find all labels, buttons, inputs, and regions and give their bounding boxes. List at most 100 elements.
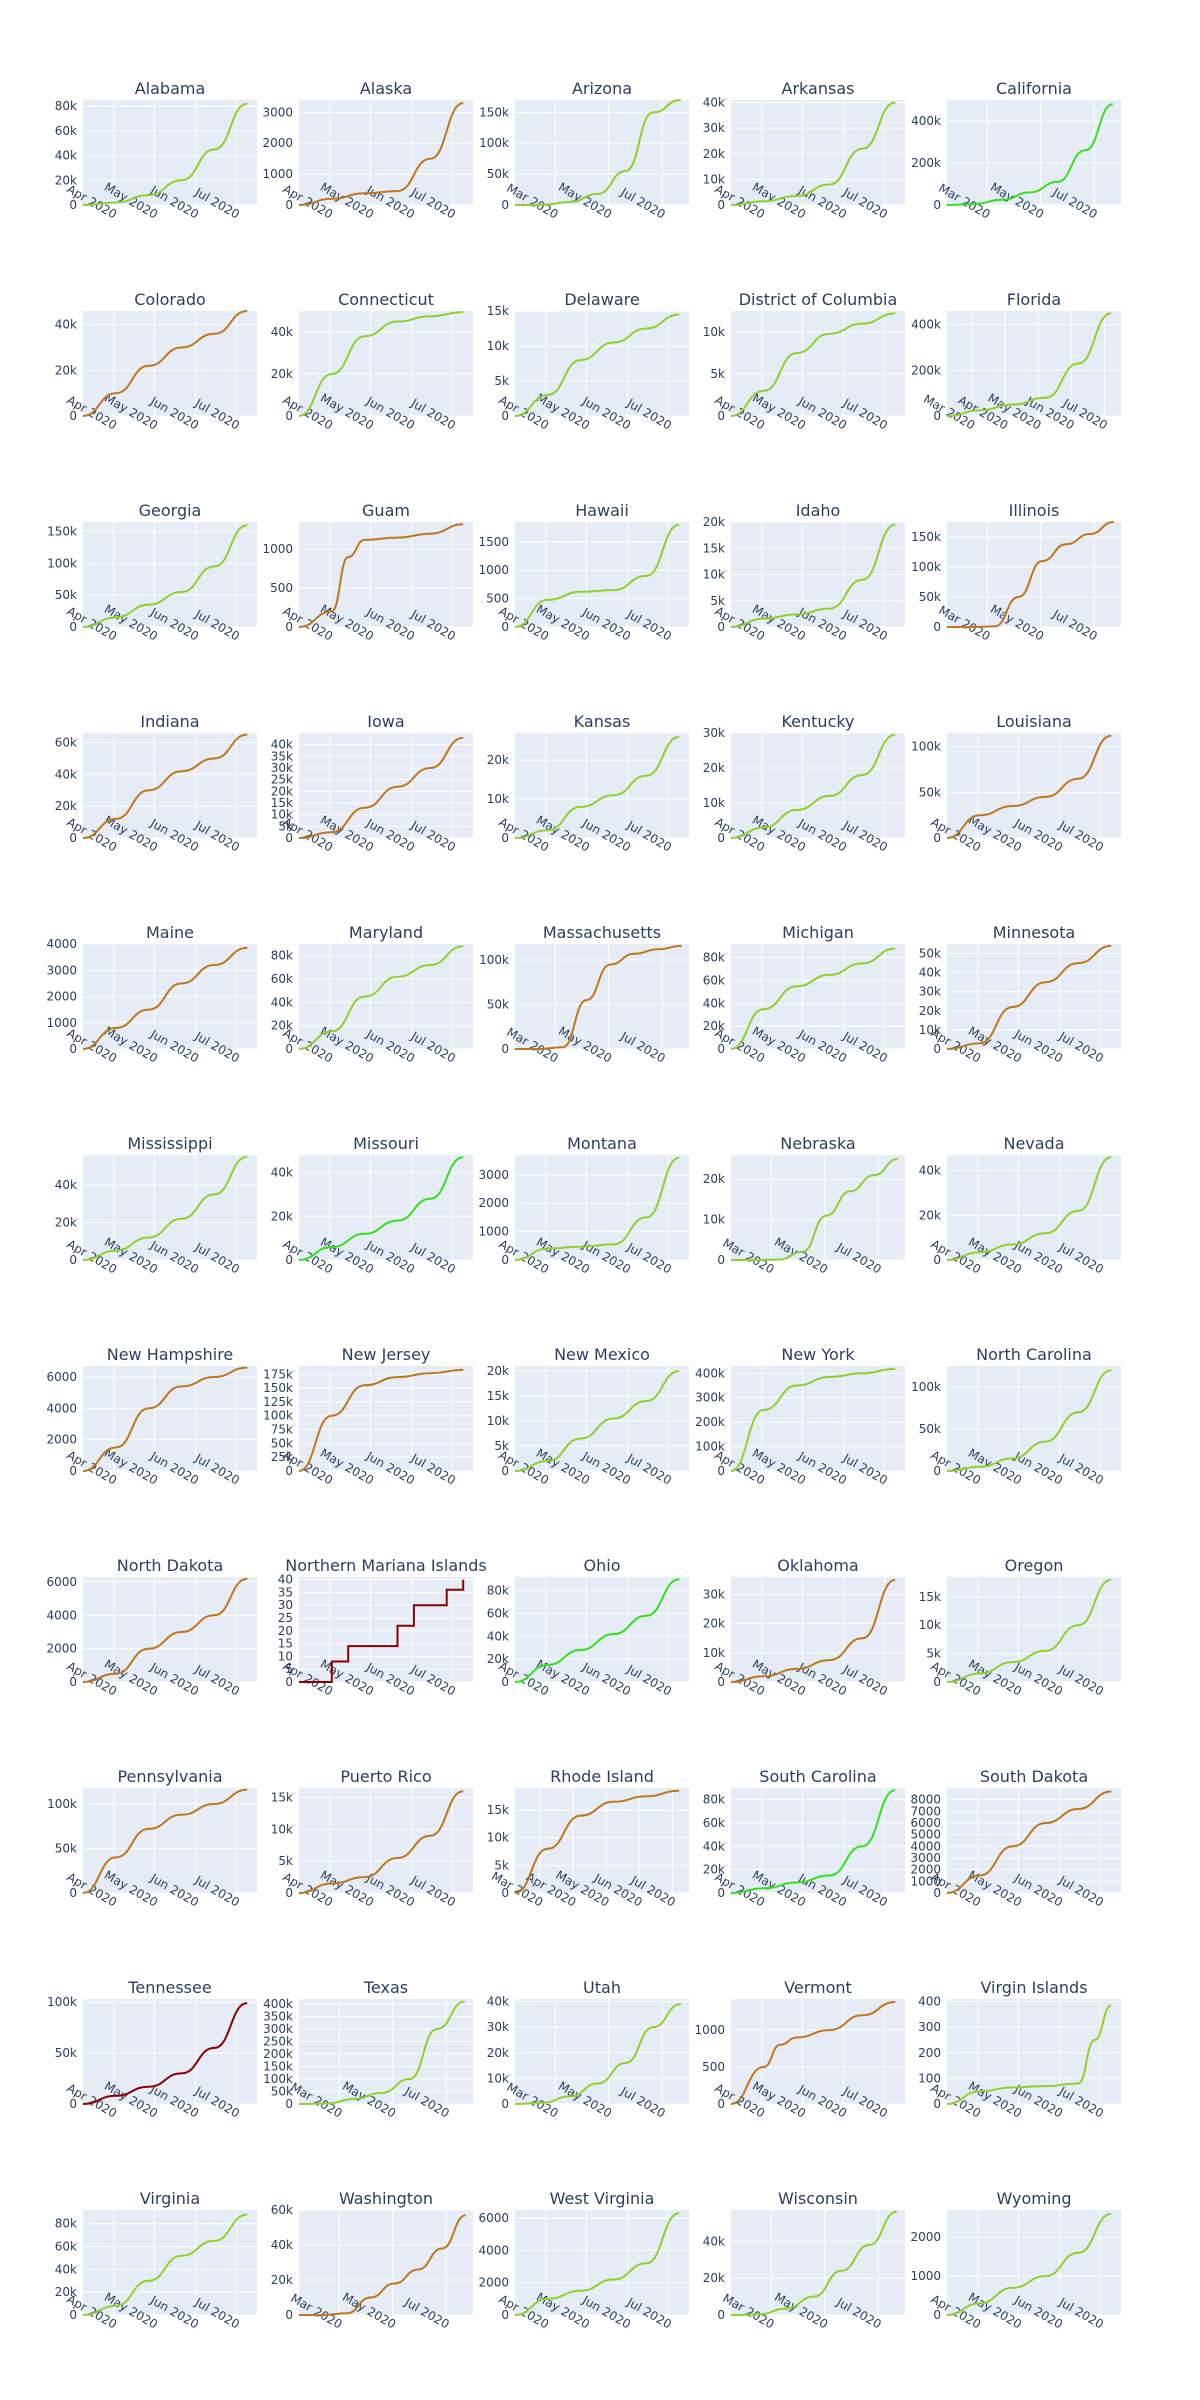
y-tick-label: 100k (47, 1995, 77, 2009)
y-tick-label: 7000 (910, 1804, 941, 1818)
series-line-vermont (730, 2001, 896, 2105)
y-tick-label: 100k (47, 556, 77, 570)
y-tick-label: 5k (710, 594, 725, 608)
series-line-iowa (298, 736, 464, 839)
plot-area (83, 100, 257, 205)
plot-area (299, 1999, 473, 2104)
series-line-arizona (514, 99, 681, 206)
plot-area (299, 1788, 473, 1893)
plot-area (83, 1366, 257, 1471)
plot-area (731, 944, 905, 1049)
y-tick-label: 10k (271, 1822, 293, 1836)
y-tick-label: 15k (271, 796, 293, 810)
y-tick-label: 3000 (46, 963, 77, 977)
y-tick-label: 300k (695, 1391, 725, 1405)
plot-area (731, 1999, 905, 2104)
subplot-title: Delaware (564, 290, 639, 309)
y-tick-label: 400k (263, 1997, 293, 2011)
y-tick-label: 60k (271, 2203, 293, 2217)
y-tick-label: 50k (487, 998, 509, 1012)
y-tick-label: 20k (703, 515, 725, 529)
plot-area (299, 2210, 473, 2315)
y-tick-label: 60k (487, 1607, 509, 1621)
subplot-title: Kansas (574, 712, 631, 731)
subplot-title: Maryland (349, 923, 423, 942)
y-tick-label: 20k (487, 1364, 509, 1378)
y-tick-label: 20 (278, 1624, 293, 1638)
y-tick-label: 6000 (46, 1575, 77, 1589)
y-tick-label: 40k (55, 2262, 77, 2276)
plot-area (947, 2210, 1121, 2315)
y-tick-label: 0 (717, 1042, 725, 1056)
y-tick-label: 20k (703, 1617, 725, 1631)
y-tick-label: 0 (933, 831, 941, 845)
y-tick-label: 20k (703, 2271, 725, 2285)
y-tick-label: 4000 (478, 2243, 509, 2257)
y-tick-label: 60k (703, 1816, 725, 1830)
y-tick-label: 0 (933, 1253, 941, 1267)
subplot-title: Illinois (1009, 501, 1060, 520)
subplot-title: Hawaii (575, 501, 629, 520)
series-line-alabama (82, 102, 248, 206)
y-tick-label: 0 (933, 1042, 941, 1056)
y-tick-label: 1000 (478, 1225, 509, 1239)
y-tick-label: 20k (703, 1863, 725, 1877)
series-line-nevada (946, 1156, 1112, 1261)
y-tick-label: 6000 (478, 2211, 509, 2225)
y-tick-label: 20k (487, 1652, 509, 1666)
y-tick-label: 0 (717, 2097, 725, 2111)
y-tick-label: 20k (55, 173, 77, 187)
subplot-title: Connecticut (338, 290, 434, 309)
y-tick-label: 0 (69, 198, 77, 212)
subplot-title: Virginia (140, 2189, 200, 2208)
y-tick-label: 40k (55, 767, 77, 781)
y-tick-label: 0 (285, 620, 293, 634)
series-line-virgin-islands (946, 2004, 1112, 2105)
y-tick-label: 25k (271, 1450, 293, 1464)
y-tick-label: 60k (55, 124, 77, 138)
y-tick-label: 200k (911, 363, 941, 377)
y-tick-label: 30k (271, 761, 293, 775)
subplot-title: Rhode Island (550, 1767, 654, 1786)
y-tick-label: 100k (263, 1409, 293, 1423)
y-tick-label: 4000 (46, 1401, 77, 1415)
y-tick-label: 50k (487, 167, 509, 181)
subplot-title: California (996, 79, 1072, 98)
y-tick-label: 25 (278, 1611, 293, 1625)
plot-area (83, 522, 257, 627)
series-line-alaska (298, 102, 464, 206)
y-tick-label: 200k (911, 156, 941, 170)
y-tick-label: 50k (919, 1422, 941, 1436)
y-tick-label: 15k (703, 541, 725, 555)
subplot-title: Oregon (1005, 1556, 1064, 1575)
subplot-title: Florida (1007, 290, 1061, 309)
y-tick-label: 500 (702, 2060, 725, 2074)
subplot-title: South Dakota (980, 1767, 1088, 1786)
y-tick-label: 0 (501, 2097, 509, 2111)
y-tick-label: 50k (919, 590, 941, 604)
y-tick-label: 0 (285, 2308, 293, 2322)
y-tick-label: 10k (703, 796, 725, 810)
y-tick-label: 100k (911, 1380, 941, 1394)
y-tick-label: 80k (703, 951, 725, 965)
y-tick-label: 40k (271, 738, 293, 752)
series-line-kansas (514, 735, 680, 839)
y-tick-label: 4000 (46, 1608, 77, 1622)
y-tick-label: 20k (487, 753, 509, 767)
y-tick-label: 20k (271, 367, 293, 381)
y-tick-label: 0 (285, 2097, 293, 2111)
y-tick-label: 20k (55, 363, 77, 377)
series-line-delaware (514, 313, 680, 417)
subplot-title: West Virginia (550, 2189, 655, 2208)
y-tick-label: 400k (911, 318, 941, 332)
y-tick-label: 80k (703, 1793, 725, 1807)
